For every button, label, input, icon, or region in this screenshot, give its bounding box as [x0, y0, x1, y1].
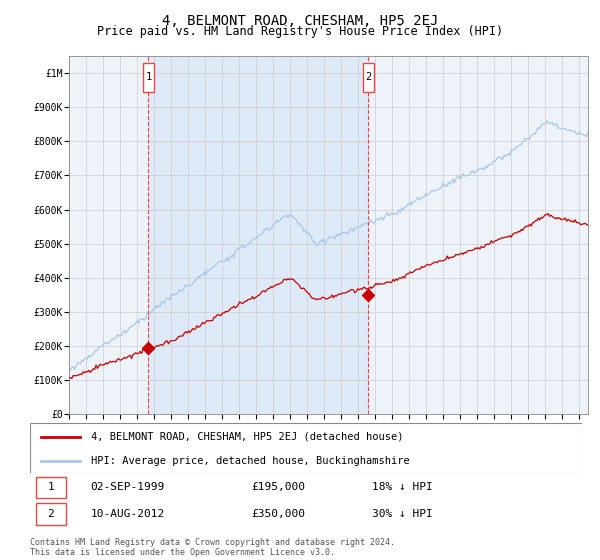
FancyBboxPatch shape — [35, 477, 66, 498]
Text: 4, BELMONT ROAD, CHESHAM, HP5 2EJ: 4, BELMONT ROAD, CHESHAM, HP5 2EJ — [162, 14, 438, 28]
Text: £195,000: £195,000 — [251, 482, 305, 492]
Text: Contains HM Land Registry data © Crown copyright and database right 2024.
This d: Contains HM Land Registry data © Crown c… — [30, 538, 395, 557]
Text: 30% ↓ HPI: 30% ↓ HPI — [372, 509, 433, 519]
FancyBboxPatch shape — [35, 503, 66, 525]
Bar — [148, 56, 368, 414]
Text: £350,000: £350,000 — [251, 509, 305, 519]
Text: Price paid vs. HM Land Registry's House Price Index (HPI): Price paid vs. HM Land Registry's House … — [97, 25, 503, 38]
Text: 10-AUG-2012: 10-AUG-2012 — [91, 509, 165, 519]
Text: 18% ↓ HPI: 18% ↓ HPI — [372, 482, 433, 492]
Text: 1: 1 — [47, 482, 54, 492]
FancyBboxPatch shape — [143, 63, 154, 92]
Text: 2: 2 — [47, 509, 54, 519]
Text: 4, BELMONT ROAD, CHESHAM, HP5 2EJ (detached house): 4, BELMONT ROAD, CHESHAM, HP5 2EJ (detac… — [91, 432, 403, 442]
FancyBboxPatch shape — [30, 423, 582, 473]
Text: 02-SEP-1999: 02-SEP-1999 — [91, 482, 165, 492]
FancyBboxPatch shape — [364, 63, 374, 92]
Text: 1: 1 — [145, 72, 152, 82]
Text: HPI: Average price, detached house, Buckinghamshire: HPI: Average price, detached house, Buck… — [91, 456, 409, 465]
Text: 2: 2 — [365, 72, 371, 82]
